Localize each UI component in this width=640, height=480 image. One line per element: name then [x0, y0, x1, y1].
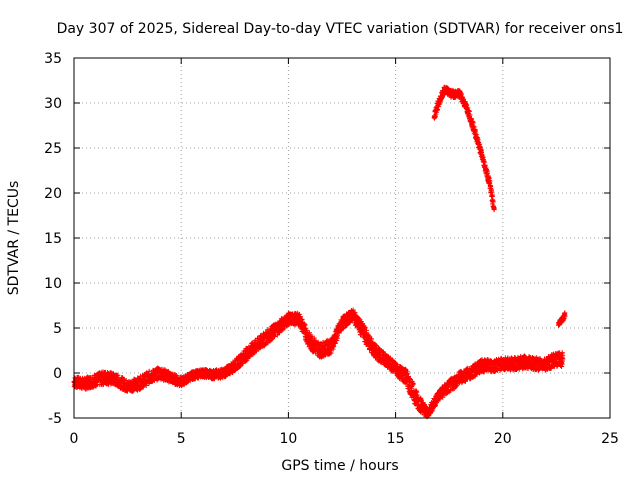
data-point [410, 381, 416, 387]
data-point [560, 356, 566, 362]
x-tick-label: 20 [494, 431, 512, 447]
data-point [247, 353, 253, 359]
data-point [466, 108, 472, 114]
y-tick-label: 5 [53, 321, 62, 337]
data-point [562, 313, 568, 319]
series-high [431, 84, 497, 213]
y-tick-label: 0 [53, 366, 62, 382]
data-point [373, 342, 379, 348]
x-tick-label: 10 [279, 431, 297, 447]
data-point [466, 108, 472, 114]
data-point [368, 336, 374, 342]
data-point [340, 326, 346, 332]
data-point [487, 178, 493, 184]
plot-frame [73, 57, 611, 419]
data-point [414, 389, 420, 395]
data-point [481, 159, 487, 165]
data-point [362, 324, 368, 330]
x-axis-label: GPS time / hours [281, 458, 398, 474]
y-tick-label: 20 [44, 186, 62, 202]
y-tick-label: 15 [44, 231, 62, 247]
data-point [311, 335, 317, 341]
y-tick-label: 25 [44, 141, 62, 157]
data-point [336, 330, 342, 336]
series-late [556, 310, 568, 328]
series-main [71, 307, 566, 420]
data-point [402, 366, 408, 372]
data-point [130, 388, 136, 394]
y-tick-label: 10 [44, 276, 62, 292]
data-point [355, 314, 361, 320]
data-point [352, 309, 358, 315]
data-point [404, 369, 410, 375]
y-tick-label: 35 [44, 51, 62, 67]
chart-title: Day 307 of 2025, Sidereal Day-to-day VTE… [57, 21, 624, 37]
data-point [299, 317, 305, 323]
data-point [491, 206, 497, 212]
data-points [71, 84, 568, 420]
x-tick-label: 0 [70, 431, 79, 447]
y-tick-label: 30 [44, 96, 62, 112]
data-point [440, 394, 446, 400]
data-point [490, 199, 496, 205]
y-tick-label: -5 [48, 411, 62, 427]
x-tick-label: 25 [601, 431, 619, 447]
x-tick-label: 5 [177, 431, 186, 447]
x-tick-label: 15 [387, 431, 405, 447]
y-axis-label: SDTVAR / TECUs [6, 181, 22, 296]
